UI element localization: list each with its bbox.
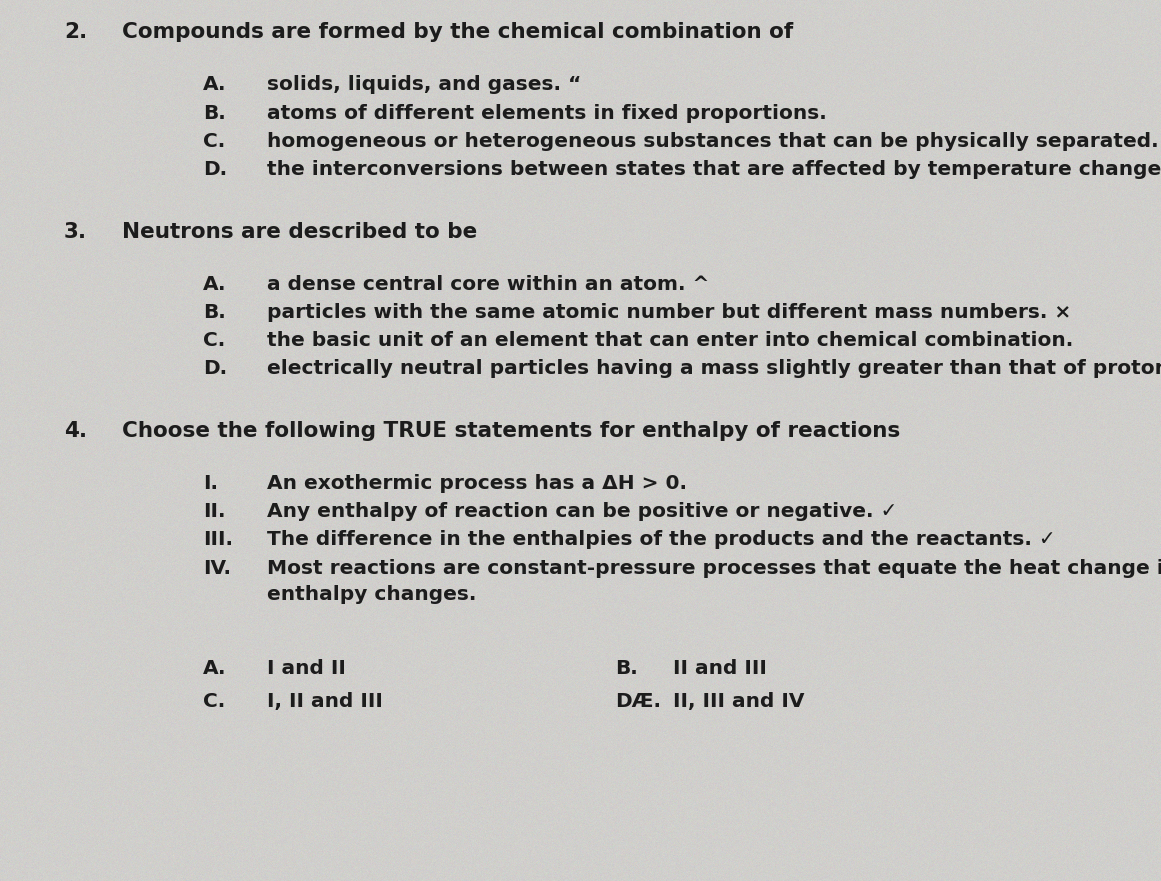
Text: A.: A. [203, 275, 226, 294]
Text: A.: A. [203, 659, 226, 678]
Text: solids, liquids, and gases. “: solids, liquids, and gases. “ [267, 75, 582, 94]
Text: II and III: II and III [673, 659, 767, 678]
Text: 4.: 4. [64, 421, 87, 441]
Text: Choose the following TRUE statements for enthalpy of reactions: Choose the following TRUE statements for… [122, 421, 900, 441]
Text: IV.: IV. [203, 559, 231, 578]
Text: D.: D. [203, 359, 228, 379]
Text: I, II and III: I, II and III [267, 692, 383, 711]
Text: II, III and IV: II, III and IV [673, 692, 805, 711]
Text: 3.: 3. [64, 222, 87, 242]
Text: the interconversions between states that are affected by temperature changes.: the interconversions between states that… [267, 160, 1161, 180]
Text: C.: C. [203, 692, 225, 711]
Text: DÆ.: DÆ. [615, 692, 662, 711]
Text: I.: I. [203, 474, 218, 493]
Text: B.: B. [615, 659, 639, 678]
Text: I and II: I and II [267, 659, 346, 678]
Text: Compounds are formed by the chemical combination of: Compounds are formed by the chemical com… [122, 22, 793, 42]
Text: the basic unit of an element that can enter into chemical combination.: the basic unit of an element that can en… [267, 331, 1073, 351]
Text: D.: D. [203, 160, 228, 180]
Text: particles with the same atomic number but different mass numbers. ×: particles with the same atomic number bu… [267, 303, 1072, 322]
Text: III.: III. [203, 530, 233, 550]
Text: Any enthalpy of reaction can be positive or negative. ✓: Any enthalpy of reaction can be positive… [267, 502, 897, 522]
Text: Most reactions are constant-pressure processes that equate the heat change into: Most reactions are constant-pressure pro… [267, 559, 1161, 578]
Text: atoms of different elements in fixed proportions.: atoms of different elements in fixed pro… [267, 104, 827, 123]
Text: 2.: 2. [64, 22, 87, 42]
Text: The difference in the enthalpies of the products and the reactants. ✓: The difference in the enthalpies of the … [267, 530, 1055, 550]
Text: B.: B. [203, 104, 226, 123]
Text: C.: C. [203, 331, 225, 351]
Text: II.: II. [203, 502, 225, 522]
Text: homogeneous or heterogeneous substances that can be physically separated.×: homogeneous or heterogeneous substances … [267, 132, 1161, 152]
Text: B.: B. [203, 303, 226, 322]
Text: C.: C. [203, 132, 225, 152]
Text: An exothermic process has a ΔH > 0.: An exothermic process has a ΔH > 0. [267, 474, 687, 493]
Text: enthalpy changes.: enthalpy changes. [267, 585, 476, 604]
Text: a dense central core within an atom. ^: a dense central core within an atom. ^ [267, 275, 709, 294]
Text: Neutrons are described to be: Neutrons are described to be [122, 222, 477, 242]
Text: electrically neutral particles having a mass slightly greater than that of proto: electrically neutral particles having a … [267, 359, 1161, 379]
Text: A.: A. [203, 75, 226, 94]
